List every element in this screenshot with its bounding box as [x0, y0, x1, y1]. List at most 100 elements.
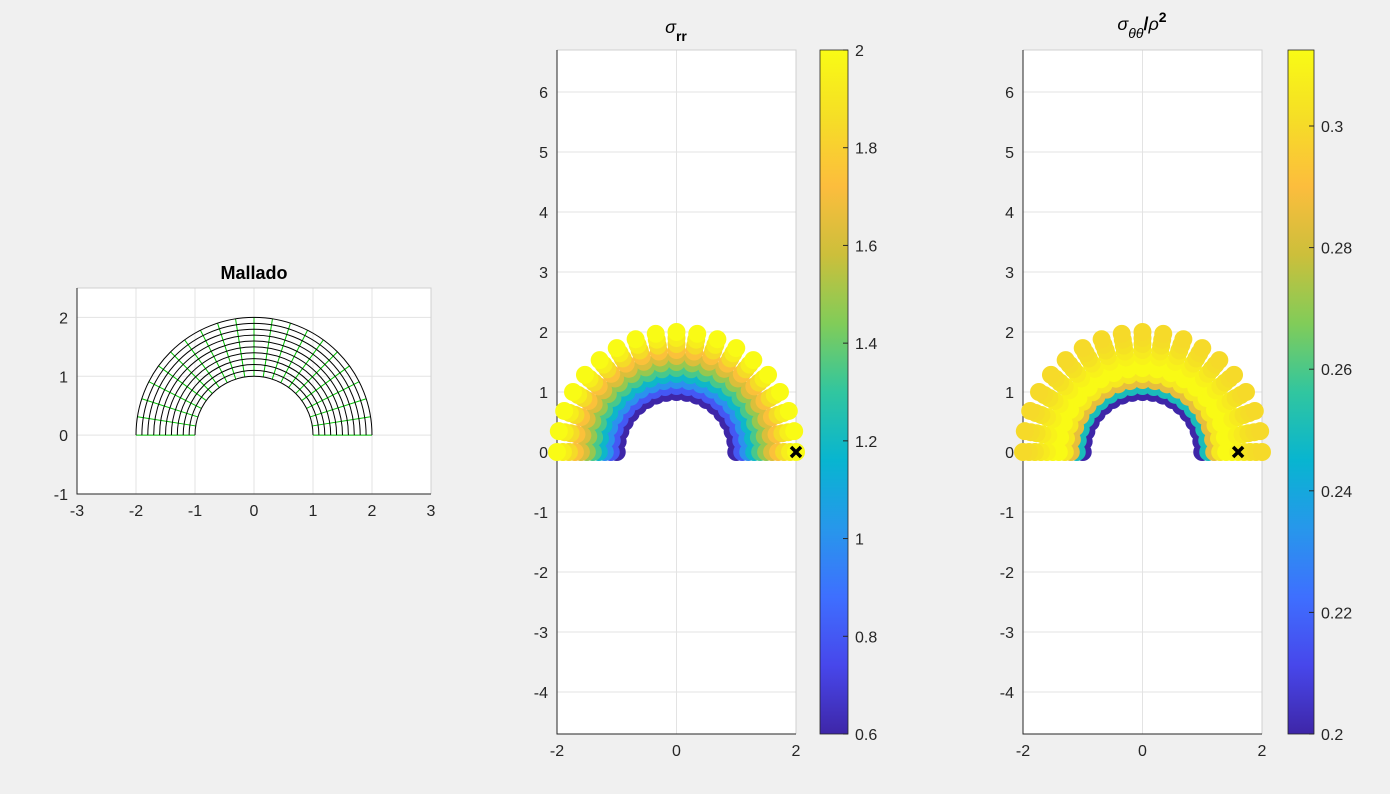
colorbar-tick-label: 0.24	[1321, 484, 1352, 501]
colorbar-tick-label: 1.6	[855, 238, 877, 255]
scatter-point	[759, 365, 778, 384]
y-tick-label: -4	[1000, 685, 1014, 702]
scatter-point	[1041, 365, 1060, 384]
colorbar-tick-label: 1.2	[855, 434, 877, 451]
title-part: /	[1143, 14, 1148, 34]
axes: -3 -2 -1 0 1 2 3 -1 0 1 2	[54, 287, 436, 520]
scatter-point	[727, 339, 746, 358]
mesh-ring	[159, 340, 349, 436]
scatter-point	[744, 351, 763, 370]
marker	[789, 445, 803, 459]
y-tick-label: 5	[539, 145, 548, 162]
axes-line	[76, 288, 431, 495]
scatter-point	[785, 422, 804, 441]
scatter-point	[1014, 443, 1032, 461]
colorbar-tick-label: 2	[855, 43, 864, 60]
colorbar-tick-label: 1	[855, 532, 864, 549]
axes-line	[556, 50, 796, 735]
scatter-point	[688, 324, 707, 343]
colorbar-tick-label: 0.8	[855, 629, 877, 646]
colorbar-tick-label: 1.8	[855, 141, 877, 158]
scatter-point	[667, 323, 686, 341]
y-tick-label: 3	[539, 265, 548, 282]
scatter-point	[1174, 330, 1193, 349]
axes-border	[557, 49, 797, 734]
colorbar-tick-label: 0.28	[1321, 241, 1352, 258]
y-tick-label: 0	[539, 445, 548, 462]
mesh-ring	[194, 375, 314, 436]
mesh-ring	[170, 352, 338, 436]
y-tick-label: -2	[534, 565, 548, 582]
scatter-point	[1245, 401, 1264, 420]
x-tick-label: 3	[427, 503, 436, 520]
scatter-point	[1225, 365, 1244, 384]
scatter-point	[1073, 339, 1092, 358]
x-tick-label: 1	[309, 503, 318, 520]
title-part: σ	[1117, 14, 1129, 34]
x-tick-label: 0	[672, 743, 681, 760]
x-tick-label: 2	[1258, 743, 1267, 760]
mesh-ring	[147, 328, 361, 436]
y-tick-label: 6	[1005, 85, 1014, 102]
title-part: σ	[665, 17, 677, 37]
chart-title: σrr	[665, 17, 687, 44]
y-tick-label: -2	[1000, 565, 1014, 582]
y-tick-label: 4	[1005, 205, 1014, 222]
y-tick-label: 0	[1005, 445, 1014, 462]
scatter-point	[1236, 383, 1255, 401]
y-tick-label: -3	[534, 625, 548, 642]
x-tick-label: 2	[368, 503, 377, 520]
y-tick-label: 3	[1005, 265, 1014, 282]
scatter-point	[590, 351, 609, 370]
y-tick-label: -1	[1000, 505, 1014, 522]
colorbar	[1287, 49, 1315, 735]
y-tick-label: 6	[539, 85, 548, 102]
y-tick-label: 2	[1005, 325, 1014, 342]
y-tick-label: 5	[1005, 145, 1014, 162]
scatter-point	[1092, 330, 1111, 349]
x-tick-label: 0	[1138, 743, 1147, 760]
x-tick-label: 0	[250, 503, 259, 520]
y-tick-label: 4	[539, 205, 548, 222]
y-tick-label: -4	[534, 685, 548, 702]
scatter-point	[626, 330, 645, 349]
colorbar-tick-label: 0.22	[1321, 605, 1352, 622]
scatter-point	[1253, 443, 1271, 461]
scatter-point	[646, 324, 665, 343]
mesh-ring	[153, 334, 355, 436]
y-tick-label: 1	[1005, 385, 1014, 402]
colorbar-tick-label: 0.2	[1321, 727, 1343, 744]
x-tick-label: -2	[129, 503, 143, 520]
mesh-ring	[176, 358, 332, 436]
mesh-ring	[182, 364, 326, 436]
scatter-point	[770, 383, 789, 401]
scatter-point	[779, 401, 798, 420]
colorbar-tick-label: 0.26	[1321, 362, 1352, 379]
scatter-point	[607, 339, 626, 358]
chart-title: σθθ/ρ2	[1117, 9, 1166, 41]
scatter-point	[549, 422, 568, 441]
scatter-point	[1193, 339, 1212, 358]
scatter-point	[548, 443, 566, 461]
x-tick-label: -3	[70, 503, 84, 520]
title-part: 2	[1159, 9, 1167, 25]
mesh-ring	[165, 346, 343, 436]
title-part: rr	[676, 28, 687, 44]
colorbar	[819, 49, 849, 735]
x-tick-label: -2	[550, 743, 564, 760]
chart-title: Mallado	[220, 263, 287, 283]
scatter-point	[1015, 422, 1034, 441]
scatter-point	[708, 330, 727, 349]
y-tick-label: -3	[1000, 625, 1014, 642]
colorbar-tick-label: 0.6	[855, 727, 877, 744]
y-tick-label: -1	[54, 487, 68, 504]
scatter-point	[555, 401, 574, 420]
axes: -2 0 2 -4 -3 -2 -1 0 1 2 3 4 5 6 0.6 0.8 1 1.2 1.4 1.6 1.8 2	[534, 43, 878, 760]
scatter-point	[564, 383, 583, 401]
y-tick-label: -1	[534, 505, 548, 522]
scatter-point	[1251, 422, 1270, 441]
y-tick-label: 1	[59, 369, 68, 386]
y-tick-label: 1	[539, 385, 548, 402]
